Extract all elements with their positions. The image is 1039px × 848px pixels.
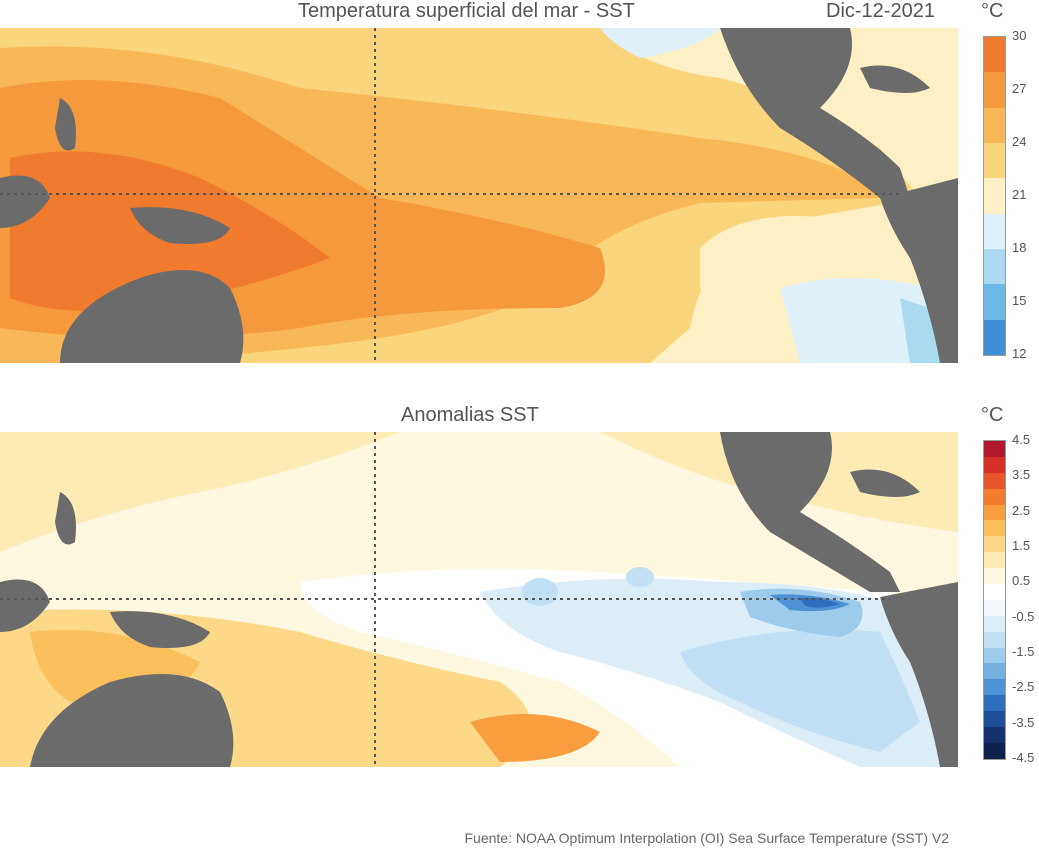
anomaly-colorbar	[983, 440, 1006, 760]
sst-colorbar-tick: 21	[1012, 187, 1027, 202]
anomaly-colorbar-segment	[984, 568, 1005, 585]
anomaly-colorbar-segment	[984, 742, 1005, 759]
anomaly-colorbar-tick: -3.5	[1012, 714, 1035, 730]
sst-colorbar-tick: 18	[1012, 240, 1027, 255]
sst-colorbar-segment	[984, 178, 1005, 214]
anomaly-colorbar-segment	[984, 695, 1005, 712]
sst-colorbar-segment	[984, 319, 1005, 355]
anomaly-colorbar-segment	[984, 615, 1005, 632]
source-caption: Fuente: NOAA Optimum Interpolation (OI) …	[464, 830, 949, 846]
anomaly-unit-label: °C	[981, 404, 1004, 426]
anomaly-colorbar-tick: -0.5	[1012, 608, 1035, 624]
sst-map	[0, 28, 958, 363]
anomaly-title: Anomalias SST	[401, 404, 539, 426]
sst-unit-label: °C	[981, 0, 1004, 22]
anomaly-colorbar-segment	[984, 663, 1005, 680]
sst-colorbar-segment	[984, 213, 1005, 249]
anomaly-colorbar-segment	[984, 488, 1005, 505]
anomaly-colorbar-segment	[984, 599, 1005, 616]
anomaly-colorbar-segment	[984, 647, 1005, 664]
anomaly-colorbar-tick: -4.5	[1012, 750, 1035, 765]
anomaly-colorbar-segment	[984, 631, 1005, 648]
sst-colorbar-tick: 15	[1012, 293, 1027, 308]
anomaly-colorbar-segment	[984, 504, 1005, 521]
sst-colorbar-segment	[984, 107, 1005, 143]
anomaly-colorbar-tick: 4.5	[1012, 432, 1031, 447]
sst-colorbar-tick: 24	[1012, 134, 1027, 149]
sst-colorbar-segment	[984, 248, 1005, 285]
anomaly-colorbar-tick: 2.5	[1012, 502, 1031, 518]
sst-colorbar-segment	[984, 284, 1005, 320]
anomaly-map	[0, 432, 958, 767]
sst-colorbar-segment	[984, 37, 1005, 73]
anomaly-colorbar-segment	[984, 456, 1005, 473]
sst-colorbar-segment	[984, 72, 1005, 108]
sst-colorbar-segment	[984, 142, 1005, 179]
anomaly-colorbar-segment	[984, 727, 1005, 743]
sst-title: Temperatura superficial del mar - SST	[298, 0, 635, 22]
anomaly-colorbar-tick: 0.5	[1012, 573, 1031, 589]
anomaly-colorbar-segment	[984, 711, 1005, 728]
anomaly-colorbar-segment	[984, 679, 1005, 696]
anomaly-colorbar-segment	[984, 472, 1005, 489]
anomaly-colorbar-tick: -1.5	[1012, 644, 1035, 659]
sst-colorbar-tick: 12	[1012, 346, 1027, 361]
anomaly-colorbar-segment	[984, 520, 1005, 537]
anomaly-colorbar-tick: 3.5	[1012, 467, 1031, 483]
anomaly-colorbar-tick: -2.5	[1012, 679, 1035, 695]
sst-colorbar-tick: 30	[1012, 28, 1027, 43]
anomaly-colorbar-segment	[984, 552, 1005, 569]
anomaly-colorbar-segment	[984, 536, 1005, 553]
anomaly-colorbar-tick: 1.5	[1012, 538, 1031, 553]
sst-colorbar-tick: 27	[1012, 81, 1027, 96]
sst-colorbar	[983, 36, 1006, 356]
sst-date: Dic-12-2021	[826, 0, 935, 22]
anomaly-colorbar-segment	[984, 441, 1005, 457]
anomaly-colorbar-segment	[984, 584, 1005, 600]
